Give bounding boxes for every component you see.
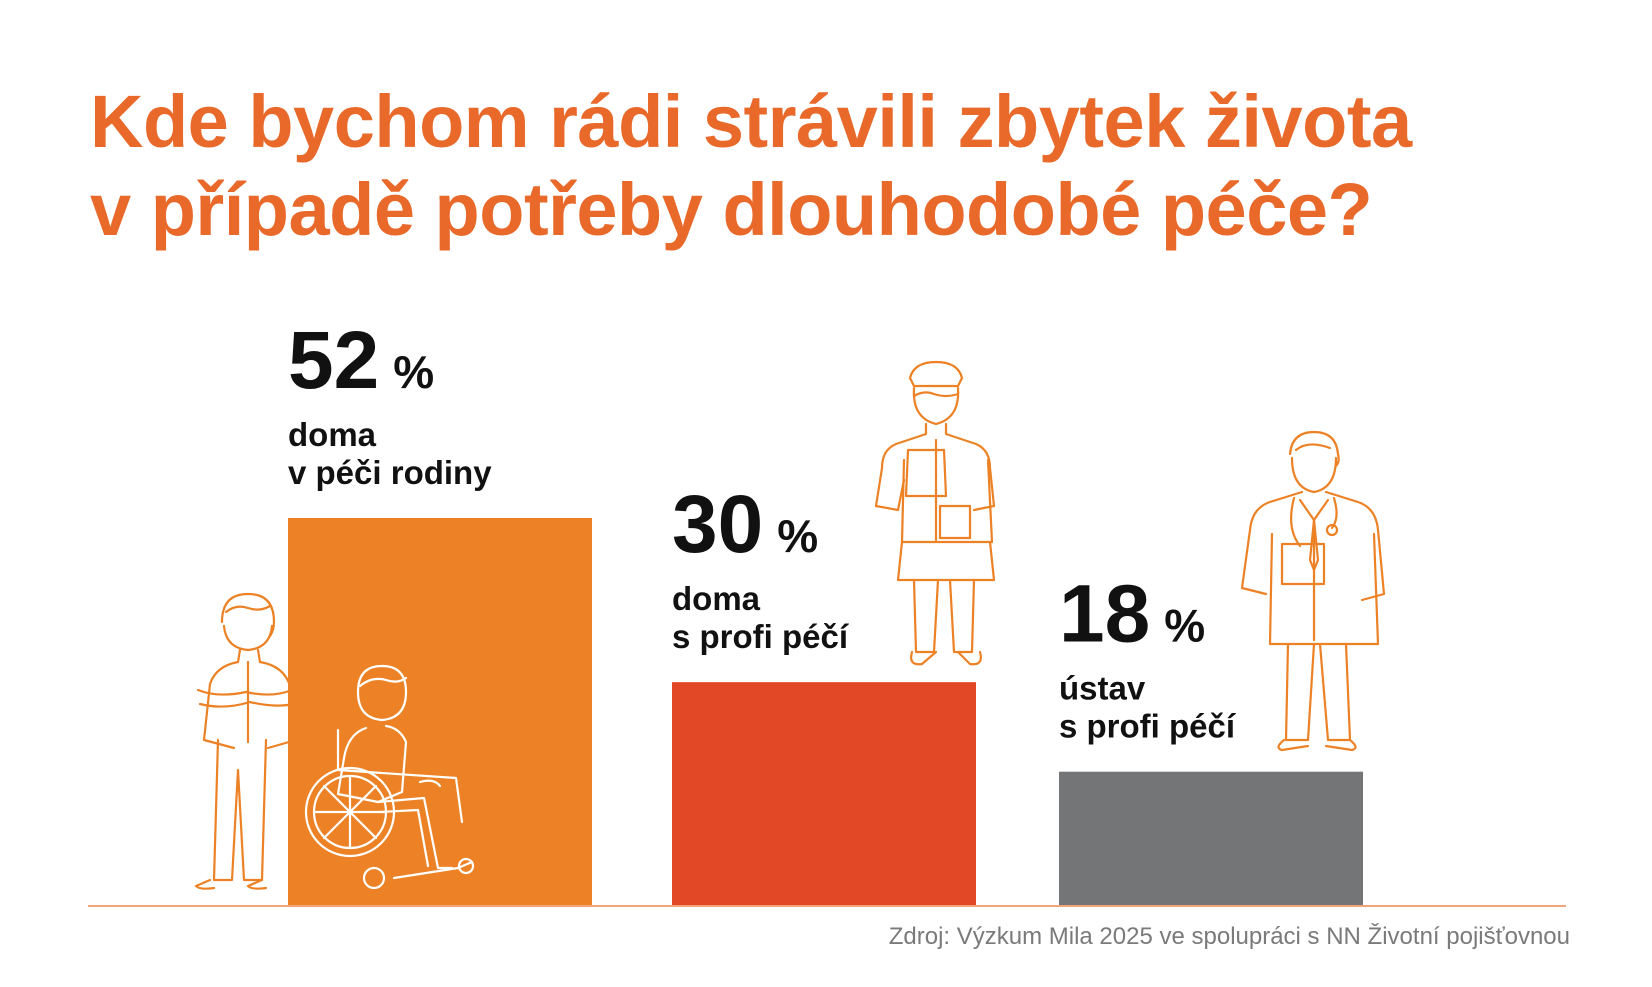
title-line-1: Kde bychom rádi strávili zbytek života (90, 80, 1412, 163)
value-number-institution: 18 (1059, 569, 1150, 660)
wheelchair-person-icon (304, 664, 475, 890)
category-label-home-pro-line-2: s profi péčí (672, 618, 850, 655)
bars (288, 518, 1363, 906)
value-label-home-pro: 30% (672, 479, 818, 570)
value-percent-home-pro: % (777, 510, 818, 562)
value-number-home-pro: 30 (672, 479, 763, 570)
bar-institution (1059, 771, 1363, 906)
value-percent-institution: % (1164, 600, 1205, 652)
page-title: Kde bychom rádi strávili zbytek života v… (90, 78, 1590, 254)
category-label-family-line-2: v péči rodiny (288, 454, 492, 491)
value-label-institution: 18% (1059, 569, 1205, 660)
value-percent-family: % (393, 346, 434, 398)
title-line-2: v případě potřeby dlouhodobé péče? (90, 168, 1373, 251)
bar-family (288, 518, 592, 906)
category-label-institution-line-2: s profi péčí (1059, 708, 1237, 745)
doctor-icon (1240, 430, 1386, 752)
bar-home-pro (672, 682, 976, 906)
value-label-family: 52% (288, 315, 434, 406)
source-note: Zdroj: Výzkum Mila 2025 ve spolupráci s … (888, 923, 1570, 950)
category-label-institution-line-1: ústav (1059, 670, 1146, 707)
category-label-family-line-1: doma (288, 416, 377, 453)
nurse-icon (874, 360, 996, 666)
caregiver-woman-icon (194, 592, 298, 890)
category-label-home-pro-line-1: doma (672, 580, 761, 617)
value-number-family: 52 (288, 315, 379, 406)
